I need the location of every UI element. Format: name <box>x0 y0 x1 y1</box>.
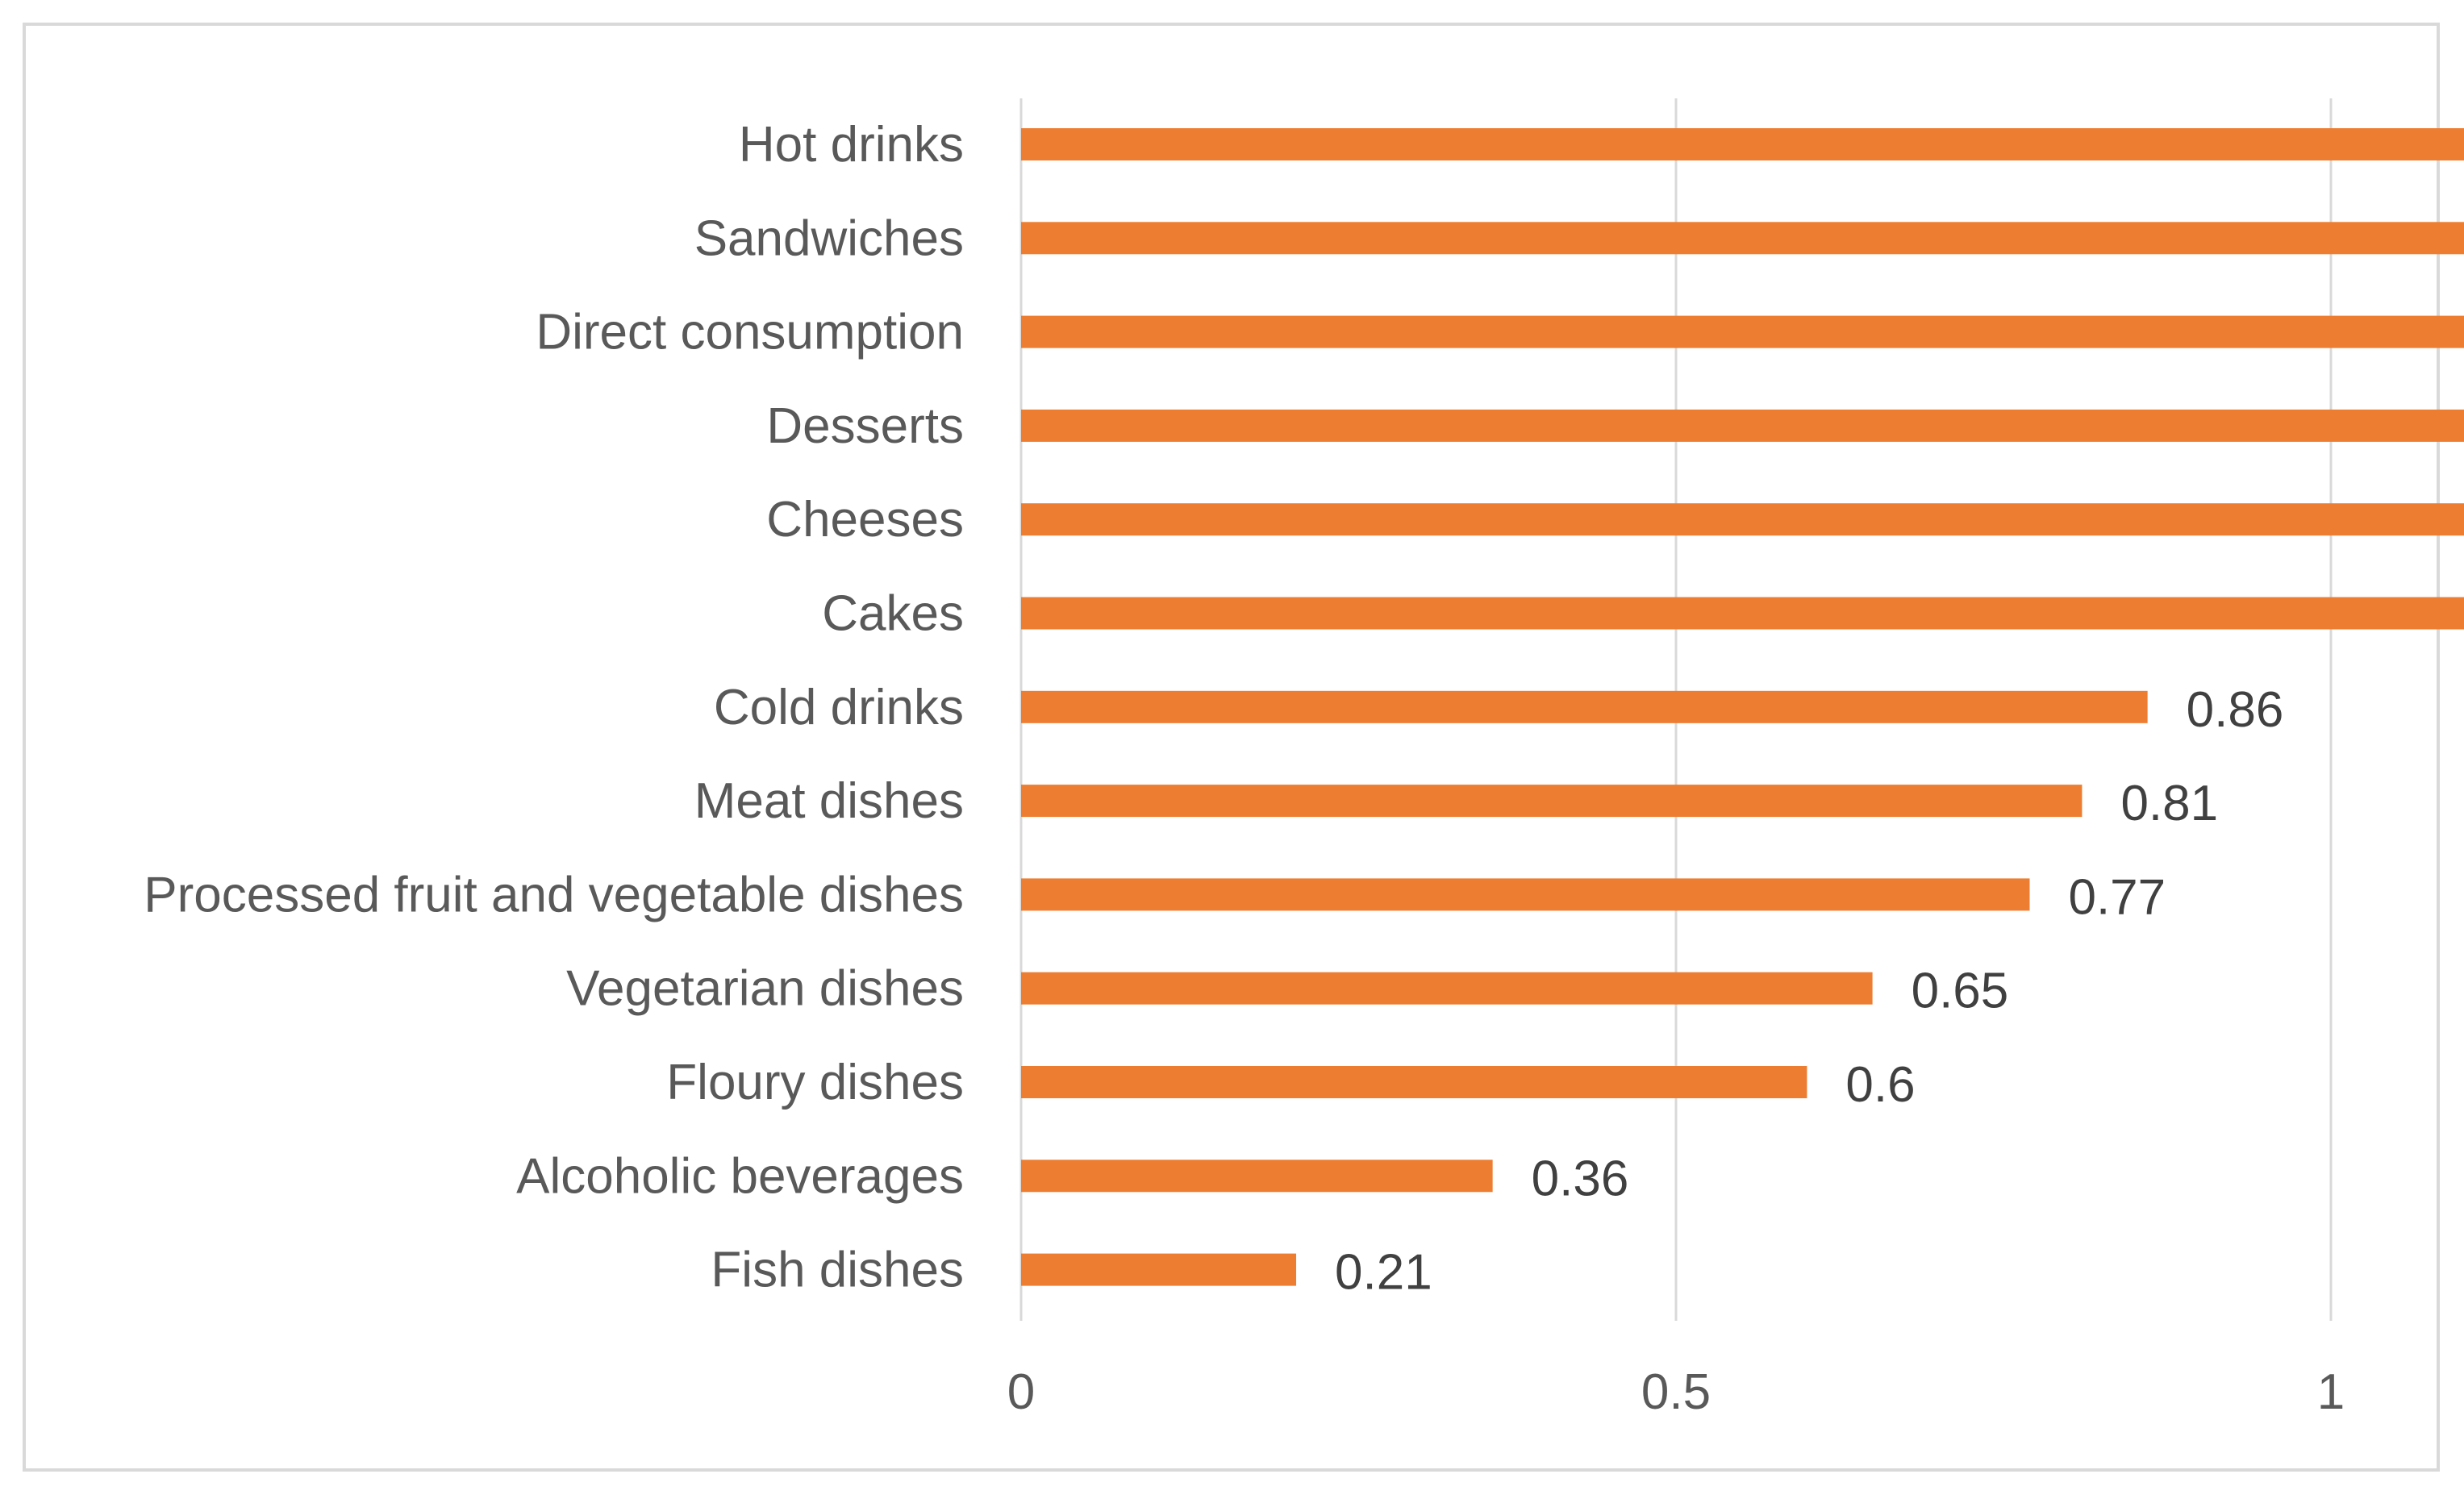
bars <box>1021 128 2464 1286</box>
bar <box>1021 315 2464 348</box>
bar <box>1021 785 2083 818</box>
bar <box>1021 878 2030 911</box>
category-label: Cheeses <box>766 492 964 548</box>
bar <box>1021 972 1873 1005</box>
category-label: Vegetarian dishes <box>566 961 964 1017</box>
category-label: Hot drinks <box>739 117 964 173</box>
value-labels: 2.211.621.541.521.331.190.860.810.770.65… <box>1335 682 2284 1301</box>
category-label: Cakes <box>822 586 964 642</box>
category-label: Direct consumption <box>536 305 964 360</box>
bar <box>1021 128 2464 160</box>
bar <box>1021 503 2464 536</box>
bar <box>1021 1160 1493 1193</box>
x-tick-label: 1 <box>2317 1364 2345 1420</box>
category-label: Alcoholic beverages <box>516 1148 964 1204</box>
data-label: 0.81 <box>2120 776 2218 831</box>
bar <box>1021 690 2148 723</box>
category-label: Desserts <box>766 398 964 454</box>
category-label: Floury dishes <box>666 1055 964 1110</box>
category-labels: Hot drinks Sandwiches Direct consumption De… <box>144 117 964 1298</box>
data-label: 0.36 <box>1532 1151 1629 1206</box>
x-tick-label: 0.5 <box>1641 1364 1711 1420</box>
data-label: 0.6 <box>1845 1057 1915 1113</box>
x-axis-ticks: 00.511.522.5 <box>1007 1364 2345 1420</box>
chart-frame <box>23 23 2440 1472</box>
category-label: Processed fruit and vegetable dishes <box>144 867 964 922</box>
category-label: Cold drinks <box>714 680 964 735</box>
bar <box>1021 597 2464 630</box>
data-label: 0.86 <box>2187 682 2284 738</box>
bar <box>1021 409 2464 442</box>
bar <box>1021 222 2464 255</box>
data-label: 0.77 <box>2068 869 2166 925</box>
x-tick-label: 0 <box>1007 1364 1035 1420</box>
category-label: Fish dishes <box>711 1243 964 1298</box>
bar <box>1021 1253 1297 1286</box>
data-label: 0.21 <box>1335 1245 1432 1301</box>
data-label: 0.65 <box>1912 964 2009 1019</box>
category-label: Sandwiches <box>694 210 964 266</box>
category-label: Meat dishes <box>694 773 964 829</box>
bar <box>1021 1066 1807 1098</box>
